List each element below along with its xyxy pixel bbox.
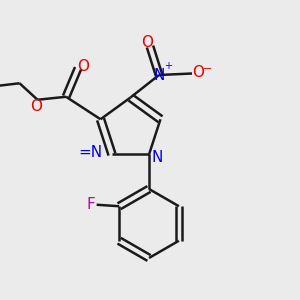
Text: O: O [141,35,153,50]
Text: +: + [164,61,172,71]
Text: −: − [203,64,212,74]
Text: F: F [87,197,96,212]
Text: =N: =N [79,146,103,160]
Text: O: O [30,99,42,114]
Text: O: O [77,59,89,74]
Text: N: N [152,150,163,165]
Text: O: O [193,64,205,80]
Text: N: N [153,68,165,82]
